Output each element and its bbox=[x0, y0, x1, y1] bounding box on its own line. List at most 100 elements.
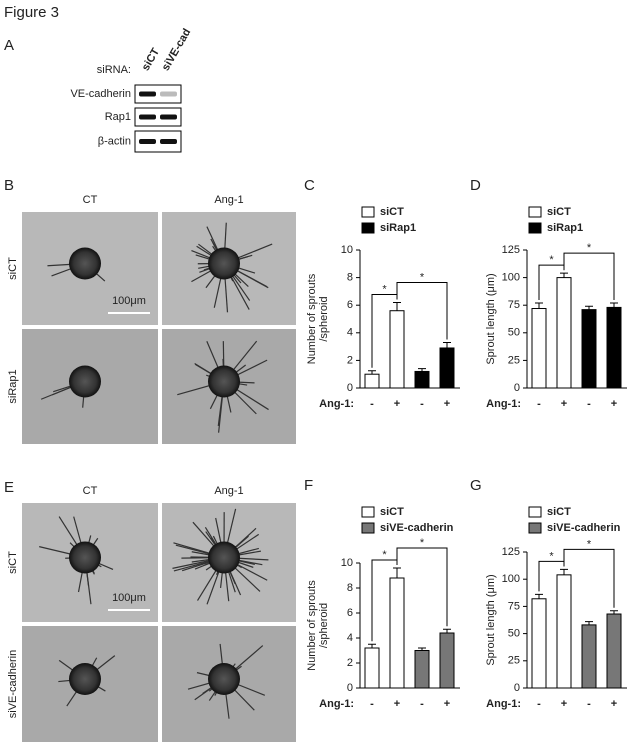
y-tick-label: 100 bbox=[502, 573, 520, 585]
column-label: Ang-1 bbox=[214, 194, 243, 206]
error-bar bbox=[610, 302, 618, 308]
panel-label: D bbox=[470, 177, 481, 194]
y-tick-label: 8 bbox=[347, 582, 353, 594]
y-tick-label: 125 bbox=[502, 244, 520, 256]
bar bbox=[414, 650, 430, 689]
blot-band bbox=[160, 114, 177, 120]
significance-bracket bbox=[396, 547, 448, 627]
x-tick-label: - bbox=[587, 698, 591, 710]
legend-swatch bbox=[528, 522, 542, 534]
bar bbox=[556, 574, 572, 689]
bar bbox=[389, 577, 405, 689]
significance-label: * bbox=[420, 537, 425, 549]
x-tick-label: - bbox=[370, 398, 374, 410]
bar bbox=[414, 370, 430, 389]
error-bar bbox=[368, 370, 376, 375]
x-tick-label: - bbox=[420, 698, 424, 710]
y-tick-label: 0 bbox=[347, 382, 353, 394]
y-tick-label: 4 bbox=[347, 632, 353, 644]
spheroid bbox=[208, 365, 240, 398]
bar bbox=[581, 624, 597, 689]
row-label: siCT bbox=[7, 257, 19, 280]
y-tick-label: 125 bbox=[502, 546, 520, 558]
y-tick-label: 6 bbox=[347, 299, 353, 311]
spheroid bbox=[208, 247, 240, 280]
blot-band bbox=[139, 139, 156, 144]
legend-label: siRap1 bbox=[547, 222, 583, 234]
y-tick-label: 6 bbox=[347, 607, 353, 619]
x-tick-label: + bbox=[444, 698, 450, 710]
row-label: siVE-cadherin bbox=[7, 650, 19, 718]
bar bbox=[581, 309, 597, 389]
error-bar bbox=[418, 368, 426, 372]
error-bar bbox=[368, 643, 376, 648]
y-axis-label: /spheroid bbox=[318, 296, 330, 341]
panel-label: G bbox=[470, 477, 482, 494]
error-bar bbox=[610, 610, 618, 615]
y-tick-label: 75 bbox=[508, 299, 520, 311]
spheroid bbox=[208, 663, 240, 695]
blot-row-label: VE-cadherin bbox=[70, 88, 131, 100]
legend-swatch bbox=[528, 222, 542, 234]
legend-swatch bbox=[528, 506, 542, 518]
y-axis-label: Sprout length (μm) bbox=[485, 273, 497, 364]
blot-box bbox=[134, 130, 182, 153]
column-label: CT bbox=[83, 485, 98, 497]
bar bbox=[606, 306, 622, 389]
x-tick-label: + bbox=[394, 698, 400, 710]
panel-label: F bbox=[304, 477, 313, 494]
significance-label: * bbox=[549, 254, 554, 266]
significance-bracket bbox=[563, 252, 615, 300]
panel-label: E bbox=[4, 479, 14, 496]
legend-label: siRap1 bbox=[380, 222, 416, 234]
x-tick-label: + bbox=[444, 398, 450, 410]
blot-band bbox=[139, 114, 156, 120]
y-tick-label: 50 bbox=[508, 628, 520, 640]
error-bar bbox=[535, 302, 543, 309]
bar bbox=[439, 347, 455, 389]
legend-swatch bbox=[361, 506, 375, 518]
x-tick-label: - bbox=[587, 398, 591, 410]
scale-bar-label: 100μm bbox=[112, 592, 146, 604]
bar bbox=[556, 277, 572, 389]
error-bar bbox=[393, 301, 401, 311]
legend-swatch bbox=[361, 206, 375, 218]
significance-bracket bbox=[396, 281, 448, 340]
x-axis-label: Ang-1: bbox=[319, 398, 354, 410]
y-tick-label: 100 bbox=[502, 272, 520, 284]
y-axis-label: /spheroid bbox=[318, 603, 330, 648]
significance-bracket bbox=[563, 548, 615, 608]
column-label: CT bbox=[83, 194, 98, 206]
significance-label: * bbox=[420, 271, 425, 283]
sirna-label: siRNA: bbox=[97, 64, 131, 76]
blot-row-label: Rap1 bbox=[105, 111, 131, 123]
lane-label: siVE-cad bbox=[160, 27, 194, 73]
legend-label: siVE-cadherin bbox=[547, 522, 621, 534]
y-tick-label: 10 bbox=[341, 557, 353, 569]
y-tick-label: 25 bbox=[508, 655, 520, 667]
y-tick-label: 0 bbox=[347, 682, 353, 694]
blot-band bbox=[139, 91, 156, 97]
error-bar bbox=[393, 567, 401, 578]
x-tick-label: - bbox=[537, 398, 541, 410]
scale-bar-label: 100μm bbox=[112, 295, 146, 307]
bar bbox=[364, 647, 380, 689]
legend-swatch bbox=[528, 206, 542, 218]
blot-row-label: β-actin bbox=[98, 135, 131, 147]
error-bar bbox=[560, 272, 568, 278]
x-axis-label: Ang-1: bbox=[486, 698, 521, 710]
y-tick-label: 50 bbox=[508, 327, 520, 339]
error-bar bbox=[560, 568, 568, 575]
spheroid bbox=[208, 541, 240, 574]
spheroid bbox=[69, 663, 101, 695]
y-tick-label: 2 bbox=[347, 354, 353, 366]
column-label: Ang-1 bbox=[214, 485, 243, 497]
bar bbox=[531, 308, 547, 389]
y-tick-label: 25 bbox=[508, 354, 520, 366]
y-tick-label: 10 bbox=[341, 244, 353, 256]
y-axis-label: Number of sprouts bbox=[306, 580, 318, 671]
spheroid bbox=[69, 365, 101, 398]
lane-label: siCT bbox=[140, 46, 162, 73]
error-bar bbox=[535, 593, 543, 599]
significance-label: * bbox=[549, 550, 554, 562]
